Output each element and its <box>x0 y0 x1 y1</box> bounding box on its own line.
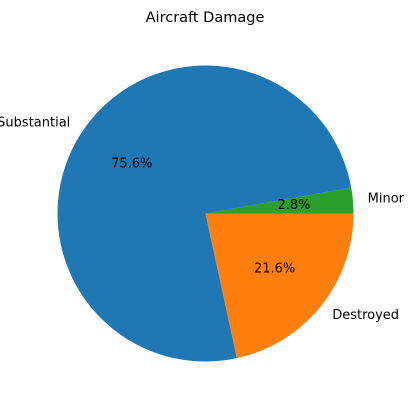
pie-labels: Minor 2.8% Substantial 75.6% Destroyed 21.6% <box>0 115 405 323</box>
pie-slice-destroyed <box>205 213 354 359</box>
slice-pct-destroyed: 21.6% <box>254 262 295 277</box>
slice-label-substantial: Substantial <box>0 115 70 130</box>
slice-label-destroyed: Destroyed <box>332 308 399 323</box>
pie-slices <box>57 65 354 362</box>
chart-title: Aircraft Damage <box>146 10 265 26</box>
slice-label-minor: Minor <box>368 192 405 207</box>
pie-slice-substantial <box>57 65 352 362</box>
slice-pct-substantial: 75.6% <box>111 157 152 172</box>
slice-pct-minor: 2.8% <box>277 198 310 213</box>
pie-slice-minor <box>205 187 354 214</box>
